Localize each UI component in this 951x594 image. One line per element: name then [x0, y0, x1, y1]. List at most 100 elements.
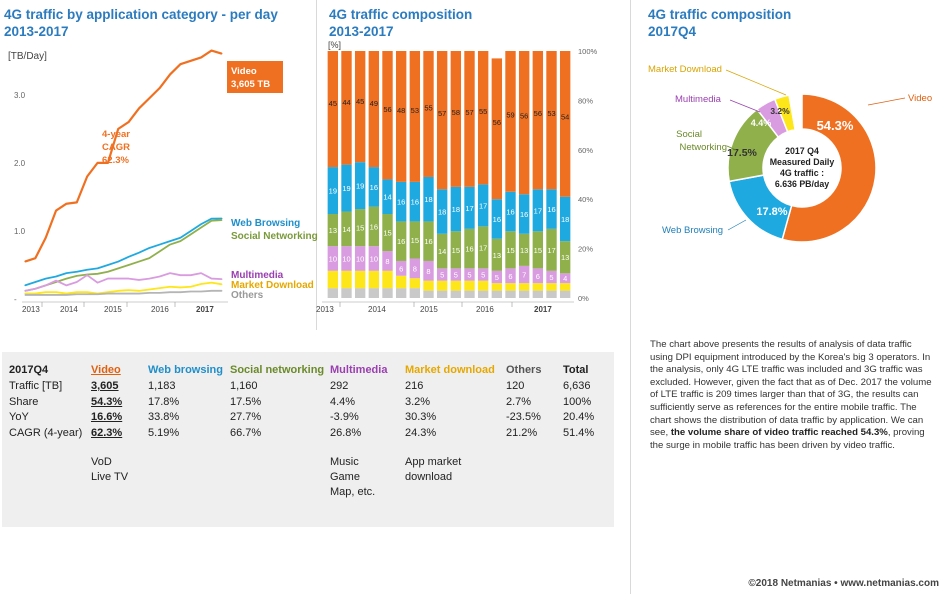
bar-chart-title-1: 4G traffic composition — [329, 7, 473, 22]
bar-data-label: 5 — [467, 271, 471, 280]
bar-segment-social-networking — [382, 214, 393, 252]
line-point — [86, 269, 88, 271]
donut-slice-others — [788, 93, 803, 131]
line-point — [221, 219, 223, 221]
bar-data-label: 6 — [399, 264, 403, 273]
panel-divider-right — [630, 0, 631, 594]
table-cell: 1,183 — [148, 380, 176, 392]
bar-segment-web-browsing — [546, 189, 557, 229]
line-point — [65, 292, 68, 295]
line-point — [24, 284, 26, 286]
table-note-market: download — [405, 471, 453, 483]
line-point — [107, 277, 109, 280]
line-point — [76, 281, 78, 283]
line-point — [86, 293, 88, 295]
table-cell: 21.2% — [506, 426, 538, 439]
legend-social-networking: Social Networking — [231, 231, 318, 242]
line-chart-title-1: 4G traffic by application category - per… — [4, 7, 278, 22]
line-point — [138, 107, 140, 110]
line-point — [221, 278, 223, 280]
bar-data-label: 49 — [370, 99, 378, 108]
bar-y-axis-label: [%] — [328, 40, 341, 50]
callout-line-social — [726, 145, 737, 151]
line-point — [190, 230, 192, 232]
table-header: Market download — [405, 364, 495, 376]
table-cell: CAGR (4-year) — [9, 426, 83, 439]
bar-segment-others — [341, 288, 352, 298]
bar-data-label: 16 — [465, 245, 473, 254]
table-cell: 6,636 — [563, 380, 591, 392]
bar-segment-video — [491, 58, 503, 200]
line-point — [221, 283, 223, 285]
bar-segment-video — [518, 51, 530, 195]
bar-segment-multimedia — [423, 260, 434, 281]
line-y-tick-label: 1.0 — [14, 227, 26, 236]
bar-segment-web-browsing — [341, 164, 352, 212]
bar-segment-video — [450, 51, 462, 187]
bar-data-label: 48 — [397, 106, 405, 115]
bar-segment-market-download — [423, 280, 434, 291]
line-point — [86, 175, 88, 178]
table-cell: 1,160 — [230, 380, 258, 392]
table-cell: 3,605 — [91, 380, 119, 392]
line-point — [190, 286, 192, 288]
line-chart-title: 4G traffic by application category - per… — [4, 6, 278, 40]
table-cell: 20.4% — [563, 411, 595, 423]
line-point — [138, 292, 140, 295]
bar-segment-others — [505, 290, 516, 298]
line-point — [107, 271, 109, 273]
table-cell: 24.3% — [405, 426, 437, 439]
cagr-annotation-3: 62.3% — [102, 155, 129, 166]
table-header: 2017Q4 — [9, 364, 49, 376]
line-point — [96, 162, 99, 164]
bar-segment-multimedia — [477, 268, 489, 281]
line-point — [76, 275, 78, 277]
line-point — [55, 280, 57, 282]
line-point — [76, 271, 78, 273]
line-point — [34, 294, 36, 296]
bar-data-label: 5 — [440, 271, 444, 280]
bar-segment-web-browsing — [368, 167, 380, 207]
bar-segment-multimedia — [395, 260, 407, 276]
bar-data-label: 17 — [534, 206, 542, 215]
line-point — [221, 53, 223, 55]
bar-segment-video — [559, 51, 571, 197]
bar-data-label: 44 — [342, 98, 350, 107]
line-point — [34, 281, 36, 283]
line-point — [65, 203, 68, 205]
bar-data-label: 58 — [452, 108, 460, 117]
line-y-tick-label: 2.0 — [14, 159, 26, 168]
bar-data-label: 16 — [397, 198, 405, 207]
line-point — [65, 284, 68, 286]
bar-data-label: 8 — [413, 264, 417, 273]
bar-data-label: 16 — [506, 208, 514, 217]
table-cell: -23.5% — [506, 411, 541, 423]
bar-data-label: 18 — [561, 215, 569, 224]
line-point — [76, 291, 78, 293]
line-point — [55, 291, 57, 293]
line-series-multimedia — [24, 272, 222, 292]
line-point — [76, 293, 78, 295]
bar-data-label: 14 — [342, 225, 350, 234]
line-point — [55, 209, 57, 212]
bar-segment-market-download — [436, 280, 448, 291]
line-point — [128, 289, 130, 291]
line-point — [86, 291, 88, 293]
line-point — [34, 257, 36, 259]
bar-x-tick-label: 2017 — [534, 305, 552, 314]
line-point — [138, 279, 140, 281]
bar-segment-social-networking — [464, 228, 475, 269]
bar-data-label: 13 — [493, 251, 501, 260]
bar-segment-others — [436, 290, 448, 298]
line-point — [210, 282, 213, 284]
line-point — [24, 294, 26, 296]
bar-data-label: 57 — [465, 108, 473, 117]
table-cell: 16.6% — [91, 411, 123, 423]
line-point — [210, 290, 213, 292]
bar-data-label: 16 — [520, 210, 528, 219]
line-point — [210, 277, 213, 280]
table-cell: YoY — [9, 411, 29, 423]
table-cell: 4.4% — [330, 395, 356, 408]
table-cell: 17.8% — [148, 395, 180, 408]
description-text: The chart above presents the results of … — [650, 339, 935, 452]
